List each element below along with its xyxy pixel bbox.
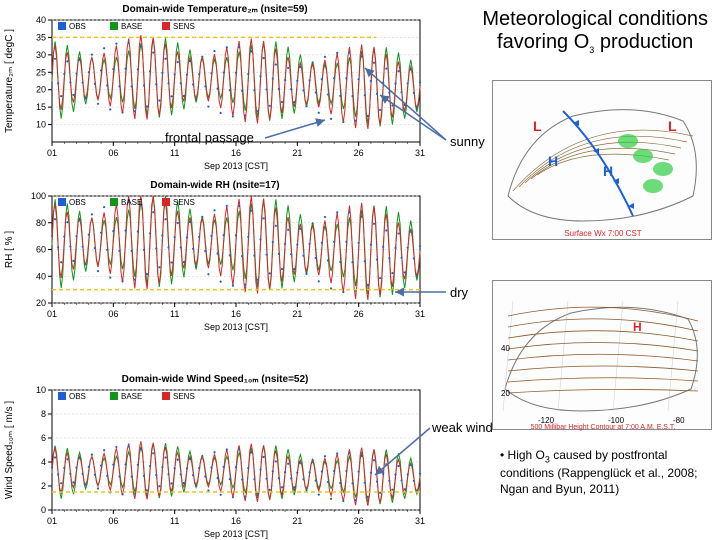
temperature-chart: Domain-wide Temperature₂ₘ (nsite=59) 10 15…: [0, 2, 430, 172]
svg-text:01: 01: [47, 309, 57, 319]
svg-text:L: L: [533, 118, 542, 134]
svg-text:10: 10: [36, 385, 46, 395]
frontal-passage-label: frontal passage: [165, 130, 254, 145]
wind-chart: Domain-wide Wind Speed₁₀ₘ (nsite=52) 0 2 4 6…: [0, 372, 430, 540]
svg-text:06: 06: [108, 516, 118, 526]
svg-text:H: H: [603, 163, 613, 179]
svg-text:06: 06: [108, 148, 118, 158]
page-title: Meteorological conditions favoring O3 pr…: [482, 8, 708, 55]
svg-text:15: 15: [36, 102, 46, 112]
svg-text:60: 60: [36, 245, 46, 255]
svg-text:31: 31: [415, 148, 425, 158]
svg-text:26: 26: [354, 309, 364, 319]
svg-text:01: 01: [47, 516, 57, 526]
svg-text:Surface Wx 7:00 CST: Surface Wx 7:00 CST: [564, 229, 641, 238]
svg-text:SENS: SENS: [173, 392, 195, 401]
svg-text:BASE: BASE: [121, 22, 142, 31]
svg-text:21: 21: [292, 148, 302, 158]
svg-text:40: 40: [36, 271, 46, 281]
svg-text:Wind Speed₁₀ₘ [ m/s ]: Wind Speed₁₀ₘ [ m/s ]: [4, 401, 15, 499]
svg-text:Temperature₂ₘ [ degC ]: Temperature₂ₘ [ degC ]: [4, 29, 15, 133]
svg-text:40: 40: [501, 344, 510, 353]
svg-text:500 Millibar Height Contour at: 500 Millibar Height Contour at 7:00 A.M.…: [531, 424, 676, 431]
svg-text:10: 10: [36, 120, 46, 130]
svg-text:H: H: [548, 153, 558, 169]
svg-text:40: 40: [36, 15, 46, 25]
svg-text:30: 30: [36, 50, 46, 60]
svg-text:OBS: OBS: [69, 392, 86, 401]
svg-text:26: 26: [354, 148, 364, 158]
title-line1: Meteorological conditions: [482, 8, 708, 31]
svg-text:RH [ % ]: RH [ % ]: [4, 231, 15, 268]
svg-text:20: 20: [36, 85, 46, 95]
svg-text:L: L: [668, 118, 677, 134]
svg-text:Sep 2013 [CST]: Sep 2013 [CST]: [204, 161, 268, 171]
svg-text:SENS: SENS: [173, 198, 195, 207]
svg-text:35: 35: [36, 32, 46, 42]
svg-text:8: 8: [41, 409, 46, 419]
svg-text:11: 11: [170, 148, 179, 158]
svg-text:4: 4: [41, 457, 46, 467]
dry-label: dry: [450, 285, 468, 300]
svg-text:21: 21: [292, 516, 302, 526]
svg-text:80: 80: [36, 218, 46, 228]
rh-chart: Domain-wide RH (nsite=17) 20 40 60 80 100 01 06…: [0, 178, 430, 333]
title-line2: favoring O3 production: [482, 31, 708, 55]
svg-text:Sep 2013 [CST]: Sep 2013 [CST]: [204, 322, 268, 332]
svg-text:16: 16: [231, 309, 241, 319]
bullet-text: • High O3 caused by postfrontal conditio…: [500, 448, 710, 497]
svg-text:H: H: [633, 320, 642, 334]
svg-text:OBS: OBS: [69, 198, 86, 207]
svg-text:16: 16: [231, 148, 241, 158]
svg-text:BASE: BASE: [121, 198, 142, 207]
sunny-label: sunny: [450, 134, 485, 149]
svg-text:25: 25: [36, 67, 46, 77]
svg-text:6: 6: [41, 433, 46, 443]
svg-text:Domain-wide RH (nsite=17): Domain-wide RH (nsite=17): [150, 180, 279, 191]
svg-text:11: 11: [170, 516, 179, 526]
svg-text:20: 20: [36, 298, 46, 308]
svg-text:2: 2: [41, 481, 46, 491]
svg-text:31: 31: [415, 516, 425, 526]
svg-text:01: 01: [47, 148, 57, 158]
svg-text:SENS: SENS: [173, 22, 195, 31]
svg-text:20: 20: [501, 389, 510, 398]
surface-weather-map: H H L L Surface Wx 7:00 CST: [492, 80, 712, 240]
svg-text:16: 16: [231, 516, 241, 526]
svg-text:11: 11: [170, 309, 179, 319]
svg-text:Sep 2013 [CST]: Sep 2013 [CST]: [204, 529, 268, 539]
svg-text:Domain-wide Temperature₂ₘ (nsi: Domain-wide Temperature₂ₘ (nsite=59): [122, 4, 307, 15]
svg-text:0: 0: [41, 505, 46, 515]
svg-text:26: 26: [354, 516, 364, 526]
svg-text:100: 100: [31, 191, 46, 201]
svg-text:Domain-wide Wind Speed₁₀ₘ (nsi: Domain-wide Wind Speed₁₀ₘ (nsite=52): [122, 374, 309, 385]
svg-text:21: 21: [292, 309, 302, 319]
weak-wind-label: weak wind: [432, 420, 493, 435]
svg-text:BASE: BASE: [121, 392, 142, 401]
svg-text:OBS: OBS: [69, 22, 86, 31]
500mb-map: H-120-100-804020500 Millibar Height Cont…: [492, 280, 712, 430]
svg-text:06: 06: [108, 309, 118, 319]
svg-text:31: 31: [415, 309, 425, 319]
